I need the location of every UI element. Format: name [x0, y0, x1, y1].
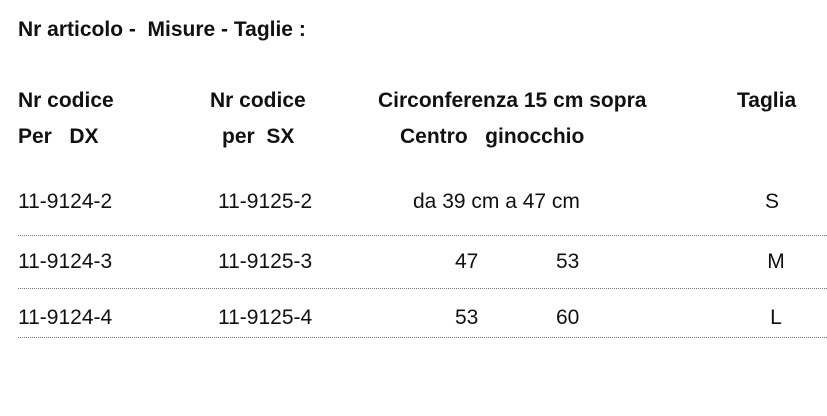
cell: 47: [455, 250, 479, 273]
cell: M: [767, 250, 785, 273]
header: Per DX: [18, 125, 99, 148]
cell: 60: [556, 306, 580, 329]
cell: 11-9124-4: [18, 306, 113, 329]
cell: 11-9124-3: [18, 250, 113, 273]
header: Taglia: [737, 89, 797, 112]
header: Nr codice: [18, 89, 114, 112]
cell: 11-9125-2: [218, 190, 313, 213]
cell: S: [764, 190, 780, 213]
cell: 11-9124-2: [18, 190, 113, 213]
cell: 53: [455, 306, 479, 329]
cell: 11-9125-3: [218, 250, 313, 273]
row-divider: [18, 288, 827, 289]
row-divider: [18, 235, 827, 236]
header: Nr codice: [210, 89, 306, 112]
cell: 11-9125-4: [218, 306, 313, 329]
cell: L: [770, 306, 782, 329]
cell: da 39 cm a 47 cm: [413, 190, 580, 213]
header: Centro ginocchio: [400, 125, 585, 148]
header: Circonferenza 15 cm sopra: [378, 89, 647, 112]
title: Nr articolo - Misure - Taglie :: [18, 18, 306, 41]
cell: 53: [556, 250, 580, 273]
header: per SX: [222, 125, 295, 148]
row-divider: [18, 337, 827, 338]
